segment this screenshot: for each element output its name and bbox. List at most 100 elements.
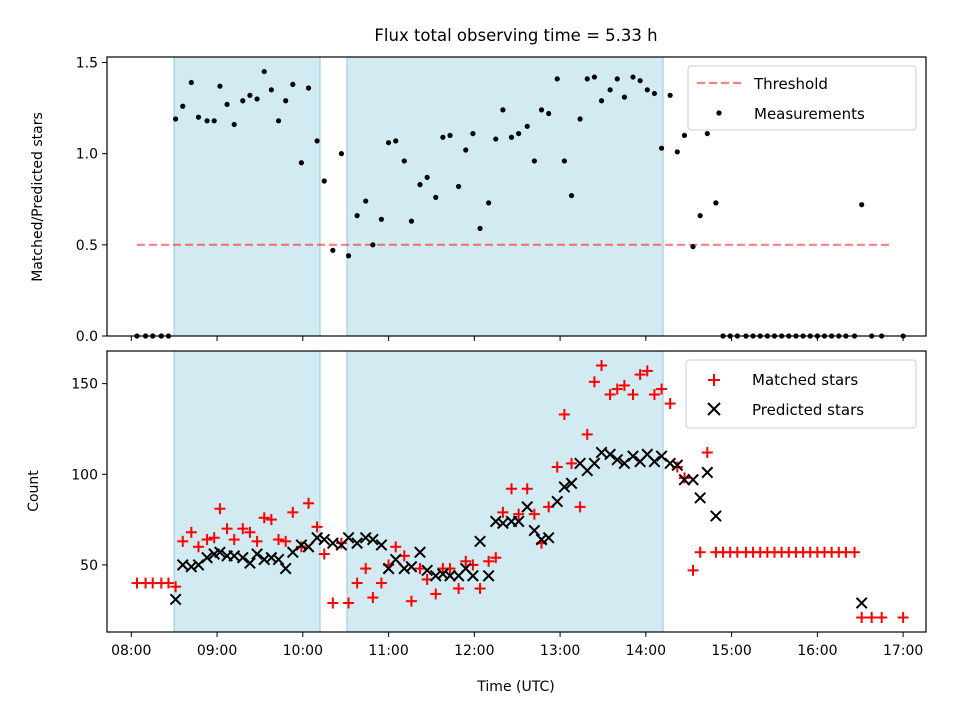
predicted-stars-point bbox=[302, 540, 315, 553]
measurement-point bbox=[621, 94, 628, 100]
predicted-stars-point bbox=[185, 560, 198, 573]
predicted-stars-point bbox=[201, 551, 213, 564]
matched-stars-point bbox=[687, 564, 699, 576]
predicted-stars-point bbox=[648, 455, 661, 468]
matched-stars-point bbox=[574, 501, 586, 513]
matched-stars-point bbox=[664, 398, 676, 410]
matched-stars-point bbox=[192, 541, 204, 553]
measurement-point bbox=[173, 116, 179, 122]
matched-stars-point bbox=[528, 508, 540, 520]
measurement-point bbox=[516, 130, 522, 137]
predicted-stars-point bbox=[489, 515, 502, 528]
top-shaded-interval bbox=[347, 57, 664, 336]
matched-stars-point bbox=[430, 588, 442, 600]
measurement-point bbox=[546, 110, 552, 117]
top-axes-frame bbox=[106, 56, 927, 337]
measurement-point bbox=[630, 74, 636, 80]
matched-stars-point bbox=[460, 555, 472, 567]
measurement-point bbox=[217, 83, 223, 89]
measurement-point bbox=[493, 136, 499, 142]
measurement-point bbox=[447, 132, 453, 139]
matched-stars-point bbox=[162, 577, 174, 589]
matched-stars-point bbox=[221, 523, 233, 535]
measurement-point bbox=[477, 225, 483, 232]
bottom-legend: Matched stars Predicted stars bbox=[685, 359, 917, 429]
measurement-point bbox=[658, 145, 665, 151]
predicted-stars-point bbox=[687, 473, 699, 486]
measurement-point bbox=[283, 98, 289, 104]
matched-stars-point bbox=[177, 535, 189, 547]
matched-stars-point bbox=[566, 457, 578, 469]
measurement-point bbox=[524, 123, 530, 129]
matched-stars-point bbox=[513, 508, 525, 520]
measurement-point bbox=[254, 96, 260, 102]
measurement-point bbox=[500, 107, 506, 113]
measurement-point bbox=[204, 118, 210, 124]
predicted-stars-point bbox=[535, 533, 548, 546]
measurement-point bbox=[561, 158, 567, 164]
matched-stars-point bbox=[678, 472, 690, 484]
predicted-stars-point bbox=[678, 473, 691, 486]
matched-stars-point bbox=[351, 577, 363, 589]
matched-stars-point bbox=[849, 546, 861, 558]
bottom-x-tick-label: 10:00 bbox=[283, 643, 323, 659]
top-legend-box bbox=[687, 65, 917, 131]
bottom-y-tick-label: 150 bbox=[71, 377, 98, 393]
bottom-x-axis-label: Time (UTC) bbox=[476, 679, 554, 695]
bottom-axes-frame bbox=[106, 350, 927, 633]
predicted-stars-point bbox=[279, 562, 292, 575]
measurement-point bbox=[385, 140, 392, 146]
predicted-stars-point bbox=[272, 553, 285, 566]
measurement-point bbox=[674, 149, 680, 155]
bottom-x-tick-label: 12:00 bbox=[454, 643, 494, 659]
matched-stars-point bbox=[611, 383, 623, 395]
predicted-stars-point bbox=[588, 457, 601, 470]
top-y-tick-label: 0.5 bbox=[76, 238, 98, 254]
predicted-stars-point bbox=[604, 448, 617, 461]
matched-stars-point bbox=[618, 379, 630, 391]
predicted-stars-point bbox=[414, 546, 426, 559]
measurement-point bbox=[275, 118, 282, 124]
top-y-tick-label: 1.0 bbox=[76, 147, 98, 163]
matched-stars-point bbox=[390, 541, 402, 553]
measurement-point bbox=[568, 192, 575, 199]
predicted-stars-point bbox=[551, 495, 564, 508]
measurement-point bbox=[363, 198, 369, 204]
predicted-stars-point bbox=[855, 597, 868, 609]
bottom-shaded-interval bbox=[347, 351, 664, 632]
measurements-legend-label: Measurements bbox=[754, 105, 865, 123]
measurement-point bbox=[713, 200, 719, 206]
predicted-legend-label: Predicted stars bbox=[752, 401, 864, 419]
measurement-point bbox=[261, 68, 267, 75]
measurement-point bbox=[697, 213, 703, 219]
measurement-point bbox=[577, 116, 583, 122]
measurement-point bbox=[651, 90, 658, 97]
matched-stars-point bbox=[453, 582, 465, 594]
matched-stars-point bbox=[405, 595, 417, 607]
matched-stars-point bbox=[311, 521, 323, 533]
measurement-point bbox=[298, 160, 304, 166]
predicted-stars-point bbox=[236, 551, 249, 564]
measurement-point bbox=[424, 174, 430, 180]
bottom-x-tick-label: 09:00 bbox=[197, 643, 237, 659]
bottom-y-tick-label: 100 bbox=[71, 467, 98, 483]
measurement-point bbox=[470, 130, 476, 137]
predicted-stars-point bbox=[521, 501, 534, 513]
predicted-stars-point bbox=[694, 491, 707, 504]
bottom-x-tick-label: 17:00 bbox=[883, 643, 923, 659]
matched-stars-point bbox=[866, 611, 878, 623]
matched-stars-point bbox=[237, 523, 249, 535]
matched-legend-marker bbox=[708, 374, 720, 386]
matched-stars-point bbox=[251, 535, 263, 547]
measurement-point bbox=[433, 194, 439, 201]
matched-stars-point bbox=[627, 389, 639, 401]
predicted-stars-point bbox=[466, 569, 479, 582]
matched-stars-point bbox=[360, 563, 372, 575]
matched-stars-point bbox=[604, 389, 616, 401]
measurement-point bbox=[290, 81, 296, 87]
threshold-legend-label: Threshold bbox=[753, 75, 828, 93]
bottom-panel: 08:00 09:00 10:00 11:00 12:00 13:00 14:00 15:00… bbox=[26, 350, 927, 695]
measurement-point bbox=[247, 92, 253, 98]
predicted-stars-point bbox=[311, 531, 324, 544]
